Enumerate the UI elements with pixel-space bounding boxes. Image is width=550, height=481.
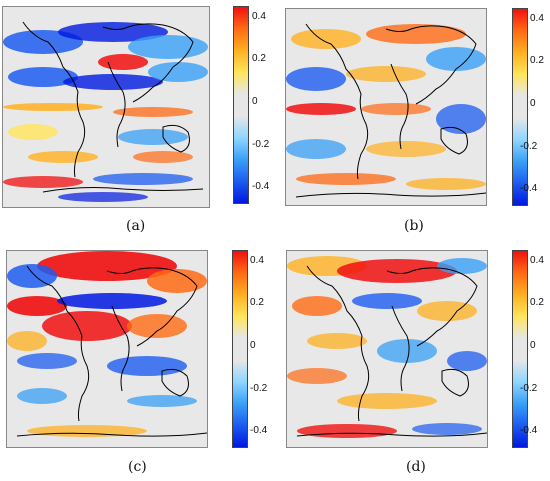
colorbar-d-tick: 0.4: [530, 255, 544, 266]
panel-a-caption: (a): [126, 218, 146, 234]
map-c-field: [7, 251, 207, 447]
map-d: [286, 250, 488, 448]
colorbar-c: [232, 250, 248, 448]
colorbar-d: [512, 250, 528, 448]
colorbar-b-tick: 0.2: [530, 55, 544, 66]
colorbar-c-tick: -0.4: [250, 425, 268, 436]
colorbar-a: [233, 6, 249, 204]
map-a-field: [3, 7, 209, 207]
colorbar-d-tick: 0.2: [530, 297, 544, 308]
map-b: [285, 8, 487, 206]
colorbar-d-tick: -0.2: [520, 383, 538, 394]
colorbar-d-tick: -0.4: [520, 425, 538, 436]
colorbar-b-tick: -0.2: [520, 141, 538, 152]
colorbar-a-tick: -0.4: [252, 181, 270, 192]
map-c: [6, 250, 208, 448]
colorbar-a-tick: 0.2: [252, 53, 266, 64]
colorbar-c-tick: 0.2: [250, 297, 264, 308]
colorbar-b-tick: 0.4: [530, 13, 544, 24]
colorbar-a-tick: 0.4: [252, 11, 266, 22]
colorbar-c-tick: 0.4: [250, 255, 264, 266]
panel-c-caption: (c): [128, 459, 147, 475]
map-a: [2, 6, 210, 208]
colorbar-gradient: [234, 7, 248, 203]
colorbar-gradient: [513, 251, 527, 447]
colorbar-gradient: [513, 9, 527, 205]
map-d-field: [287, 251, 487, 447]
map-b-field: [286, 9, 486, 205]
colorbar-d-tick: 0: [530, 340, 536, 351]
colorbar-b-tick: 0: [530, 98, 536, 109]
colorbar-gradient: [233, 251, 247, 447]
colorbar-a-tick: -0.2: [252, 139, 270, 150]
colorbar-c-tick: 0: [250, 340, 256, 351]
colorbar-b-tick: -0.4: [520, 183, 538, 194]
panel-b-caption: (b): [404, 218, 424, 234]
colorbar-a-tick: 0: [252, 96, 258, 107]
panel-d-caption: (d): [406, 459, 426, 475]
colorbar-b: [512, 8, 528, 206]
colorbar-c-tick: -0.2: [250, 383, 268, 394]
